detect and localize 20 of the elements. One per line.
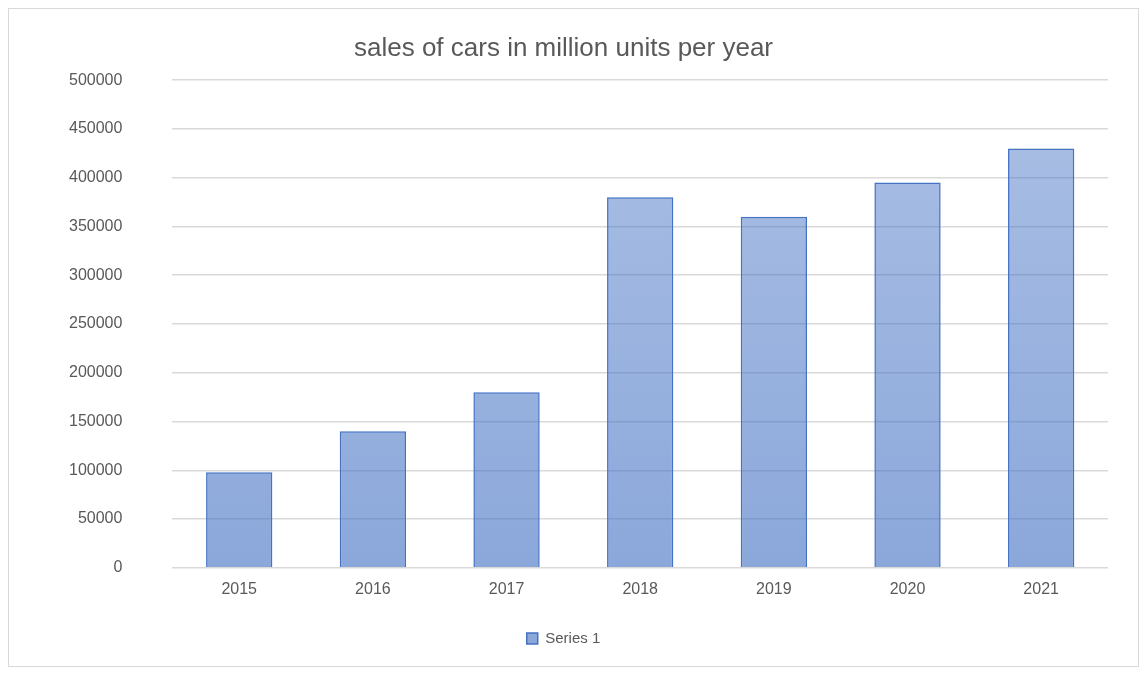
x-tick-label: 2020: [889, 579, 926, 597]
y-tick-label: 300000: [69, 265, 123, 283]
legend-label: Series 1: [545, 628, 601, 646]
x-tick-label: 2016: [355, 579, 391, 597]
y-tick-label: 0: [113, 558, 123, 576]
y-tick-label: 150000: [69, 411, 123, 429]
y-tick-label: 50000: [77, 509, 123, 527]
y-tick-label: 450000: [69, 119, 123, 137]
y-tick-label: 200000: [69, 363, 123, 381]
x-tick-label: 2015: [221, 579, 258, 597]
y-tick-label: 250000: [69, 314, 123, 332]
x-tick-label: 2017: [488, 579, 525, 597]
y-tick-label: 500000: [69, 70, 123, 88]
x-tick-label: 2018: [622, 579, 659, 597]
y-tick-label: 350000: [69, 216, 123, 234]
x-tick-label: 2021: [1023, 579, 1060, 597]
chart-title: sales of cars in million units per year: [353, 31, 774, 62]
y-tick-label: 100000: [69, 460, 123, 478]
x-tick-label: 2019: [756, 579, 792, 597]
y-tick-label: 400000: [69, 168, 123, 186]
